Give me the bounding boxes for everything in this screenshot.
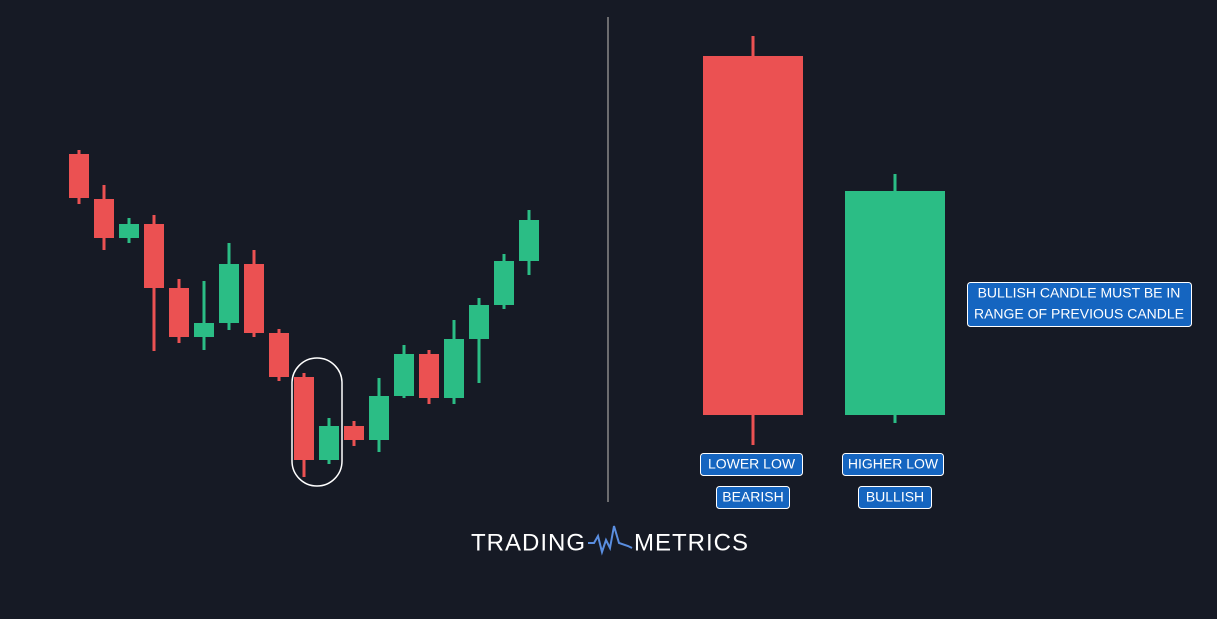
candle [94,185,114,250]
candle [69,150,89,204]
candle [269,329,289,381]
candle [294,373,314,477]
big-red-candle [703,36,803,445]
big-green-candle [845,174,945,423]
candle [519,210,539,275]
logo-right: METRICS [634,529,749,556]
tag-label: BEARISH [722,489,783,505]
candle [344,421,364,446]
candle [144,215,164,351]
candle [194,281,214,350]
tag-label: BULLISH [866,489,924,505]
tag-box [716,486,790,509]
candle [244,250,264,337]
logo-left: TRADING [471,529,586,556]
candle [169,279,189,343]
tag-box [858,486,932,509]
candle [444,320,464,404]
candle [469,298,489,383]
tag-box [700,453,803,476]
candle [394,345,414,398]
tag-label: LOWER LOW [708,456,796,472]
candle [419,350,439,404]
tag-label: HIGHER LOW [848,456,939,472]
candle [369,378,389,452]
candles [69,150,539,477]
candle [219,243,239,330]
callout-box [967,282,1192,327]
candle [119,218,139,243]
candle [494,254,514,309]
logo-icon [588,525,633,556]
tag-box [842,453,944,476]
callout-line: RANGE OF PREVIOUS CANDLE [974,306,1184,322]
highlight-ring [291,357,343,487]
candle [319,418,339,464]
callout-line: BULLISH CANDLE MUST BE IN [978,285,1181,301]
